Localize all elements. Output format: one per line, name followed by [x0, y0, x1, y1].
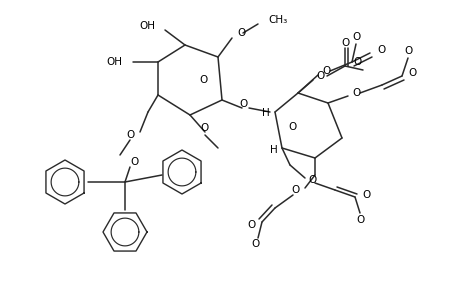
Text: O: O [127, 130, 134, 140]
Text: O: O [351, 88, 359, 98]
Text: O: O [361, 190, 369, 200]
Text: O: O [131, 157, 139, 167]
Text: O: O [247, 220, 256, 230]
Text: O: O [316, 71, 325, 81]
Text: O: O [352, 57, 360, 67]
Text: O: O [321, 66, 330, 76]
Text: O: O [291, 185, 299, 195]
Text: O: O [352, 32, 360, 42]
Text: O: O [200, 75, 207, 85]
Text: O: O [308, 175, 316, 185]
Text: O: O [356, 215, 364, 225]
Text: H: H [262, 108, 269, 118]
Text: O: O [288, 122, 297, 132]
Text: OH: OH [106, 57, 122, 67]
Text: CH₃: CH₃ [268, 15, 286, 25]
Text: O: O [376, 45, 385, 55]
Text: O: O [404, 46, 412, 56]
Text: O: O [341, 38, 349, 48]
Text: H: H [270, 145, 277, 155]
Text: O: O [236, 28, 245, 38]
Text: O: O [239, 99, 247, 109]
Text: O: O [407, 68, 415, 78]
Text: O: O [252, 239, 259, 249]
Text: O: O [201, 123, 209, 133]
Text: OH: OH [139, 21, 155, 31]
